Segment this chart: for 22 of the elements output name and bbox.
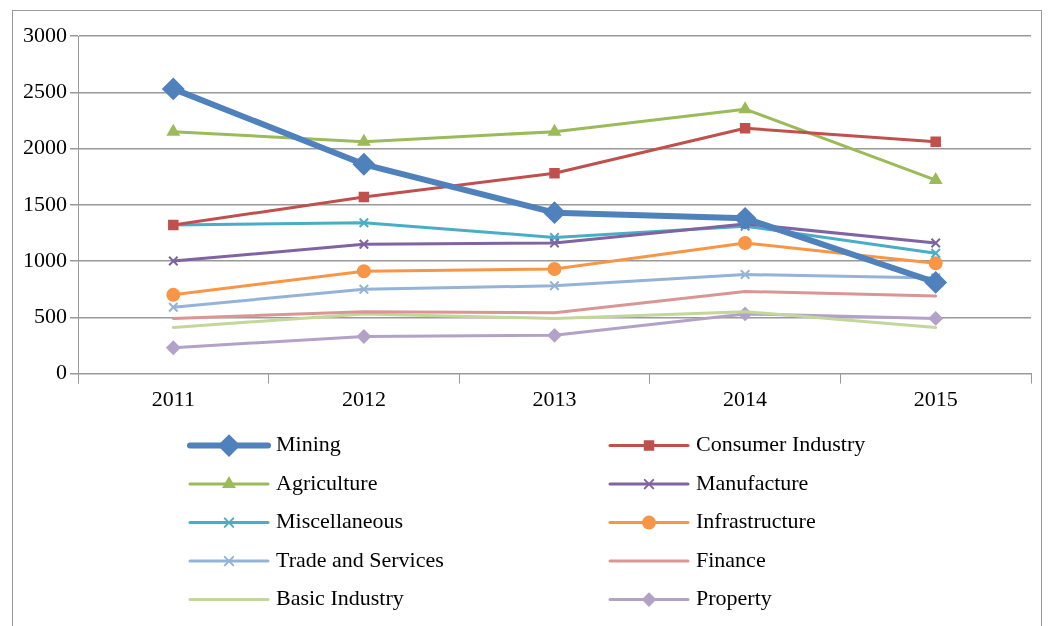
legend-label: Consumer Industry xyxy=(696,431,866,457)
legend-label: Mining xyxy=(276,431,341,457)
legend-label: Miscellaneous xyxy=(276,508,404,534)
y-tick-label: 0 xyxy=(56,359,67,385)
legend-label: Finance xyxy=(696,546,766,572)
x-tick-label: 2014 xyxy=(723,385,768,411)
x-tick-label: 2012 xyxy=(341,385,386,411)
y-tick-label: 2500 xyxy=(23,78,67,104)
x-tick-label: 2011 xyxy=(151,385,195,411)
x-tick-label: 2013 xyxy=(532,385,577,411)
legend-label: Manufacture xyxy=(696,469,809,495)
legend-label: Infrastructure xyxy=(696,508,816,534)
y-tick-label: 2000 xyxy=(23,134,67,160)
y-tick-label: 3000 xyxy=(23,21,67,47)
legend-label: Basic Industry xyxy=(276,585,404,611)
y-tick-label: 1500 xyxy=(23,190,67,216)
legend-label: Agriculture xyxy=(276,469,378,495)
x-tick-label: 2015 xyxy=(913,385,958,411)
y-tick-label: 500 xyxy=(34,303,67,329)
legend-label: Property xyxy=(696,585,772,611)
y-tick-label: 1000 xyxy=(23,246,67,272)
legend-label: Trade and Services xyxy=(276,546,444,572)
